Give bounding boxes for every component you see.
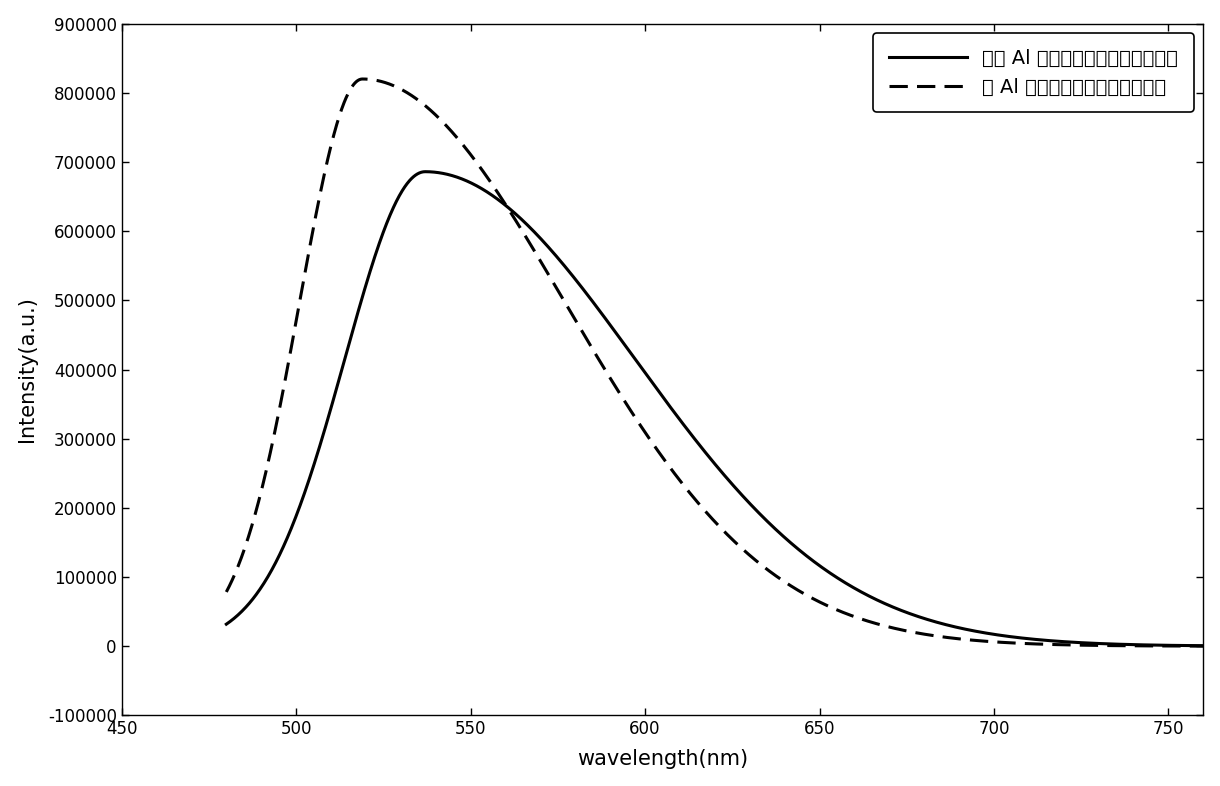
含 Al 元素的氮氧化物荧光粉材料 (694, 502, 709, 512)
含 Al 元素的氮氧化物荧光粉材料 (1169, 641, 1183, 651)
Legend: 不含 Al 元素的氮氧化物荧光粉材料, 含 Al 元素的氮氧化物荧光粉材料: 不含 Al 元素的氮氧化物荧光粉材料, 含 Al 元素的氮氧化物荧光粉材料 (874, 33, 1193, 112)
Y-axis label: Intensity(a.u.): Intensity(a.u.) (17, 296, 37, 443)
含 Al 元素的氮氧化物荧光粉材料 (220, 587, 234, 597)
含 Al 元素的氮氧化物荧光粉材料 (669, 471, 683, 480)
不含 Al 元素的氮氧化物荧光粉材料 (694, 443, 709, 453)
不含 Al 元素的氮氧化物荧光粉材料 (418, 167, 433, 176)
不含 Al 元素的氮氧化物荧光粉材料 (1168, 641, 1182, 650)
不含 Al 元素的氮氧化物荧光粉材料 (669, 410, 683, 419)
X-axis label: wavelength(nm): wavelength(nm) (577, 749, 748, 769)
含 Al 元素的氮氧化物荧光粉材料 (268, 421, 283, 430)
含 Al 元素的氮氧化物荧光粉材料 (1196, 641, 1210, 651)
Line: 不含 Al 元素的氮氧化物荧光粉材料: 不含 Al 元素的氮氧化物荧光粉材料 (227, 171, 1203, 646)
不含 Al 元素的氮氧化物荧光粉材料 (1196, 641, 1210, 651)
Line: 含 Al 元素的氮氧化物荧光粉材料: 含 Al 元素的氮氧化物荧光粉材料 (227, 79, 1203, 646)
含 Al 元素的氮氧化物荧光粉材料 (1168, 641, 1182, 651)
不含 Al 元素的氮氧化物荧光粉材料 (988, 630, 1003, 639)
含 Al 元素的氮氧化物荧光粉材料 (355, 75, 370, 84)
不含 Al 元素的氮氧化物荧光粉材料 (268, 556, 283, 566)
不含 Al 元素的氮氧化物荧光粉材料 (1169, 641, 1183, 650)
不含 Al 元素的氮氧化物荧光粉材料 (220, 619, 234, 629)
含 Al 元素的氮氧化物荧光粉材料 (988, 637, 1003, 647)
